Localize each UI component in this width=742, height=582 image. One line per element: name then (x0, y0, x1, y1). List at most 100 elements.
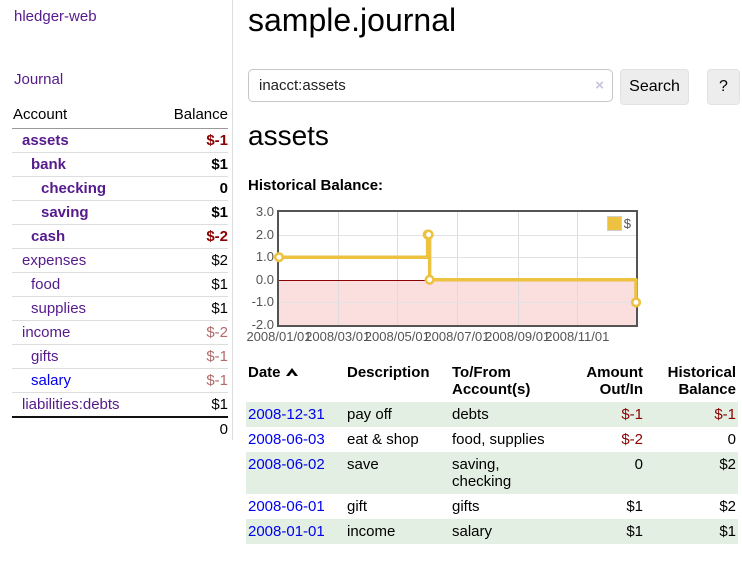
transaction-balance: $1 (719, 523, 736, 540)
register-header-description: Description (347, 364, 430, 381)
chart-x-tick-label: 2008/05/01 (364, 329, 430, 344)
account-row: income $-2 (12, 320, 228, 345)
account-heading: assets (248, 120, 329, 151)
chart-data-point (630, 297, 642, 308)
chart-gridline (279, 234, 636, 236)
register-row: 2008-06-03 eat & shop food, supplies $-2… (246, 427, 738, 452)
transaction-amount: $-2 (621, 431, 643, 448)
accounts-header-balance: Balance (154, 102, 228, 129)
account-balance: $1 (154, 272, 228, 297)
chart-y-tick-label: -1.0 (251, 294, 274, 310)
sidebar-item-journal[interactable]: Journal (14, 71, 64, 88)
transaction-balance: 0 (727, 431, 736, 448)
transaction-description: save (347, 456, 379, 473)
chart-x-tick-label: 2008/07/01 (424, 329, 490, 344)
transaction-accounts: food, supplies (452, 431, 545, 448)
chart-x-tick-label: 2008/03/01 (305, 329, 371, 344)
chart-y-tick-label: 2.0 (255, 226, 274, 242)
app-brand-link[interactable]: hledger-web (14, 8, 97, 25)
accounts-total-value: 0 (154, 416, 228, 441)
account-balance: 0 (154, 176, 228, 201)
accounts-total-row: 0 (12, 416, 228, 441)
chart-series-layer (273, 229, 642, 308)
transaction-date-link[interactable]: 2008-06-02 (248, 456, 325, 473)
transaction-accounts: salary (452, 523, 493, 540)
sidebar: hledger-web Journal Account Balance asse… (0, 0, 233, 441)
account-link-cash[interactable]: cash (31, 228, 66, 245)
account-balance: $1 (154, 200, 228, 225)
register-header-date[interactable]: Date (246, 358, 345, 402)
transaction-description: pay off (347, 406, 392, 423)
chart-title: Historical Balance: (248, 177, 384, 194)
sort-ascending-icon (285, 368, 298, 376)
account-row: saving $1 (12, 200, 228, 225)
register-header-accounts: To/From Account(s) (452, 364, 531, 398)
account-row: food $1 (12, 272, 228, 297)
account-row: cash $-2 (12, 224, 228, 249)
transaction-amount: $1 (626, 523, 643, 540)
chart-gridline (397, 212, 399, 325)
account-balance: $2 (154, 248, 228, 273)
transaction-date-link[interactable]: 2008-01-01 (248, 523, 325, 540)
chart-data-point (273, 252, 285, 263)
chart-y-tick-label: 3.0 (255, 204, 274, 219)
account-link-bank[interactable]: bank (31, 156, 67, 173)
account-balance: $-2 (154, 320, 228, 345)
register-header-row: Date Description To/From Account(s) Amou… (246, 358, 738, 402)
legend-series-label: $ (623, 216, 631, 231)
account-link-supplies[interactable]: supplies (31, 300, 87, 317)
legend-series-swatch (606, 216, 622, 231)
account-row: checking 0 (12, 176, 228, 201)
chart-gridline (279, 302, 636, 304)
transaction-date-link[interactable]: 2008-06-03 (248, 431, 325, 448)
account-row: bank $1 (12, 152, 228, 177)
transaction-description: income (347, 523, 396, 540)
help-button[interactable]: ? (707, 69, 740, 105)
account-link-gifts[interactable]: gifts (31, 348, 59, 365)
transaction-accounts: debts (452, 406, 489, 423)
clear-search-icon[interactable]: × (595, 77, 604, 94)
chart-plot: $ (273, 210, 642, 327)
register-header-balance: Historical Balance (667, 364, 736, 398)
page-title: sample.journal (248, 2, 457, 38)
chart-legend: $ (603, 214, 634, 233)
chart-gridline (279, 257, 636, 259)
transaction-date-link[interactable]: 2008-06-01 (248, 498, 325, 515)
account-link-food[interactable]: food (31, 276, 61, 293)
chart-step-line (279, 232, 638, 303)
chart-x-tick-label: 2008/09/01 (485, 329, 551, 344)
account-link-salary[interactable]: salary (31, 372, 72, 389)
accounts-table: Account Balance assets $-1 bank $1 checkin… (12, 102, 228, 441)
account-balance: $-2 (154, 224, 228, 249)
chart-y-tick-label: 1.0 (255, 249, 274, 265)
chart-data-point (424, 274, 435, 285)
account-link-assets[interactable]: assets (22, 132, 69, 149)
register-row: 2008-06-02 save saving, checking 0 $2 (246, 452, 738, 494)
account-link-saving[interactable]: saving (41, 204, 89, 221)
register-row: 2008-06-01 gift gifts $1 $2 (246, 494, 738, 519)
account-row: gifts $-1 (12, 344, 228, 369)
search-input[interactable] (248, 69, 613, 102)
account-link-checking[interactable]: checking (41, 180, 107, 197)
chart-gridline (517, 212, 519, 325)
accounts-header-account: Account (12, 102, 155, 129)
account-link-expenses[interactable]: expenses (22, 252, 87, 269)
account-balance: $1 (154, 392, 228, 417)
chart-gridline (337, 212, 339, 325)
account-row: expenses $2 (12, 248, 228, 273)
chart-gridline (577, 212, 579, 325)
account-balance: $-1 (154, 128, 228, 153)
account-link-income[interactable]: income (22, 324, 71, 341)
transaction-description: eat & shop (347, 431, 419, 448)
register-row: 2008-01-01 income salary $1 $1 (246, 519, 738, 544)
transaction-balance: $2 (719, 456, 736, 473)
search-button[interactable]: Search (620, 69, 689, 105)
search-form: × Search ? (248, 69, 742, 105)
account-link-liabilities-debts[interactable]: liabilities:debts (22, 396, 120, 413)
chart-y-tick-label: 0.0 (255, 271, 274, 287)
chart-data-point (423, 229, 434, 240)
transaction-amount: $1 (626, 498, 643, 515)
register-row: 2008-12-31 pay off debts $-1 $-1 (246, 402, 738, 427)
chart-gridline (457, 212, 458, 325)
transaction-date-link[interactable]: 2008-12-31 (248, 406, 325, 423)
